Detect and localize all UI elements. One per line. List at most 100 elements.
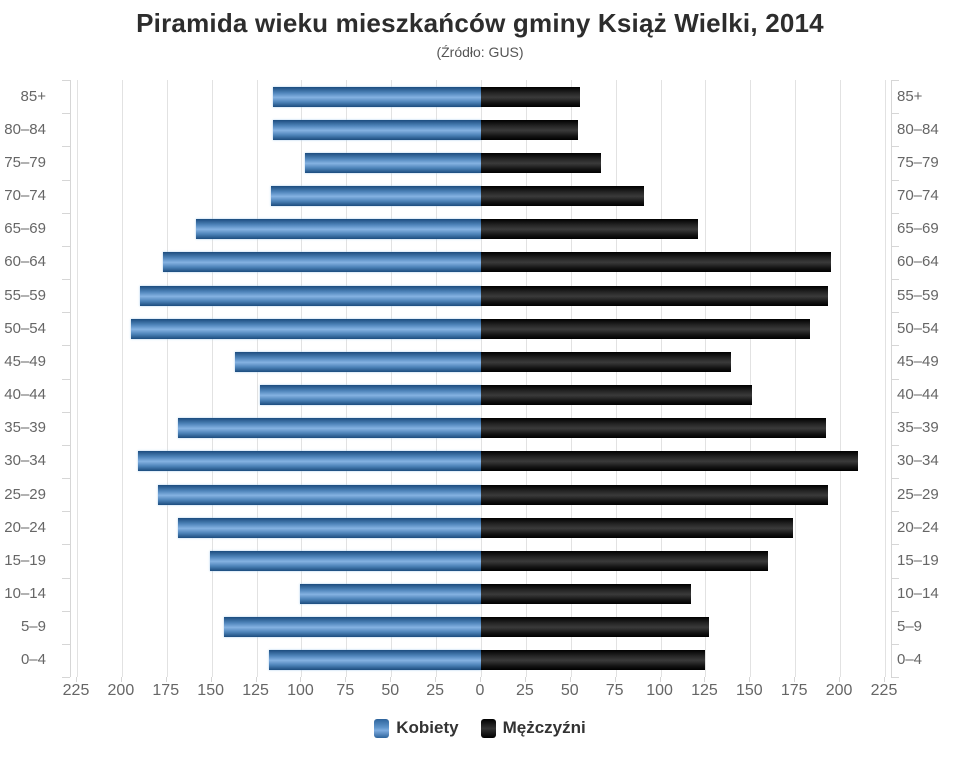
age-label-left: 35–39 (4, 419, 46, 437)
bar-kobiety-25–29[interactable] (157, 484, 481, 505)
age-label-left: 0–4 (20, 651, 46, 669)
bar-mezczyzni-35–39[interactable] (481, 418, 826, 439)
axis-tick-right (891, 643, 899, 645)
age-label-right: 75–79 (897, 153, 939, 171)
axis-tick-right (891, 212, 899, 214)
x-axis-tick (480, 677, 481, 682)
legend-item-kobiety[interactable]: Kobiety (374, 718, 459, 738)
gridline (525, 80, 527, 677)
bar-kobiety-15–19[interactable] (209, 550, 481, 571)
bar-kobiety-20–24[interactable] (177, 517, 481, 538)
axis-tick-left (62, 146, 70, 148)
x-axis-tick (614, 677, 616, 682)
axis-tick-left (62, 677, 70, 678)
axis-tick-left (62, 511, 70, 513)
plot-area (70, 80, 892, 677)
legend: Kobiety Mężczyźni (0, 718, 960, 738)
gridline (436, 80, 438, 677)
bar-mezczyzni-55–59[interactable] (481, 285, 828, 306)
axis-tick-right (891, 411, 899, 413)
age-label-left: 45–49 (4, 352, 46, 370)
bar-kobiety-75–79[interactable] (305, 152, 481, 173)
x-axis-label: 125 (242, 682, 269, 699)
x-axis-tick (659, 677, 661, 682)
bar-kobiety-65–69[interactable] (195, 219, 481, 240)
age-label-right: 85+ (897, 87, 923, 105)
bar-mezczyzni-30–34[interactable] (481, 451, 859, 472)
axis-tick-left (62, 279, 70, 280)
age-label-left: 50–54 (4, 319, 46, 337)
gridline (660, 80, 662, 677)
age-label-right: 0–4 (897, 651, 923, 669)
bar-kobiety-30–34[interactable] (138, 451, 481, 472)
x-axis-label: 175 (152, 682, 180, 699)
bar-kobiety-85+[interactable] (272, 86, 481, 107)
bar-kobiety-5–9[interactable] (224, 617, 481, 638)
age-label-left: 55–59 (4, 286, 46, 304)
legend-item-mezczyzni[interactable]: Mężczyźni (480, 718, 586, 738)
x-axis-label: 125 (691, 682, 718, 699)
bar-mezczyzni-85+[interactable] (481, 86, 580, 107)
age-label-right: 5–9 (897, 618, 923, 636)
age-label-left: 75–79 (4, 153, 46, 171)
bar-kobiety-70–74[interactable] (270, 186, 481, 207)
age-label-left: 10–14 (4, 585, 46, 603)
bar-kobiety-35–39[interactable] (177, 418, 481, 439)
axis-tick-right (891, 478, 899, 479)
age-label-right: 60–64 (897, 253, 939, 271)
bar-mezczyzni-40–44[interactable] (481, 385, 753, 406)
axis-tick-right (891, 544, 899, 546)
gridline (256, 80, 258, 677)
bar-kobiety-60–64[interactable] (163, 252, 481, 273)
x-axis-label: 200 (107, 682, 135, 699)
axis-tick-right (891, 610, 899, 612)
age-label-left: 65–69 (4, 220, 46, 238)
axis-tick-right (891, 378, 899, 380)
bar-mezczyzni-25–29[interactable] (481, 484, 828, 505)
gridline (615, 80, 617, 677)
bar-mezczyzni-5–9[interactable] (481, 617, 710, 638)
bar-mezczyzni-70–74[interactable] (481, 186, 645, 207)
bar-mezczyzni-50–54[interactable] (481, 318, 810, 339)
bar-mezczyzni-0–4[interactable] (481, 650, 706, 671)
bar-mezczyzni-45–49[interactable] (481, 351, 731, 372)
bar-mezczyzni-60–64[interactable] (481, 252, 832, 273)
x-axis-label: 50 (560, 682, 579, 699)
x-axis-label: 50 (381, 682, 400, 699)
bar-mezczyzni-80–84[interactable] (481, 119, 578, 140)
age-label-left: 40–44 (4, 386, 46, 404)
bar-mezczyzni-20–24[interactable] (481, 517, 794, 538)
bar-kobiety-55–59[interactable] (139, 285, 481, 306)
x-axis-tick (255, 677, 257, 682)
bar-mezczyzni-15–19[interactable] (481, 550, 769, 571)
bar-mezczyzni-10–14[interactable] (481, 584, 692, 605)
axis-tick-right (891, 80, 899, 81)
age-label-right: 20–24 (897, 518, 939, 536)
bar-kobiety-50–54[interactable] (130, 318, 481, 339)
bar-mezczyzni-65–69[interactable] (481, 219, 699, 240)
age-label-right: 40–44 (897, 386, 939, 404)
age-label-right: 15–19 (897, 551, 939, 569)
axis-tick-left (62, 80, 70, 81)
bar-kobiety-0–4[interactable] (269, 650, 481, 671)
bar-kobiety-80–84[interactable] (272, 119, 481, 140)
gridline (795, 80, 797, 677)
x-axis-tick (884, 677, 885, 682)
bar-mezczyzni-75–79[interactable] (481, 152, 602, 173)
bar-kobiety-40–44[interactable] (260, 385, 481, 406)
chart-title: Piramida wieku mieszkańców gminy Książ W… (136, 8, 824, 38)
age-label-left: 20–24 (4, 518, 46, 536)
bar-kobiety-10–14[interactable] (299, 584, 481, 605)
axis-tick-left (62, 378, 70, 380)
x-axis-label: 100 (287, 682, 314, 699)
axis-tick-left (62, 411, 70, 413)
age-label-left: 15–19 (4, 551, 46, 569)
gridline (77, 80, 78, 677)
bar-kobiety-45–49[interactable] (235, 351, 481, 372)
age-label-left: 5–9 (20, 618, 46, 636)
x-axis-tick (390, 677, 392, 682)
axis-tick-right (891, 577, 899, 579)
x-axis-tick (524, 677, 526, 682)
gridline (346, 80, 348, 677)
